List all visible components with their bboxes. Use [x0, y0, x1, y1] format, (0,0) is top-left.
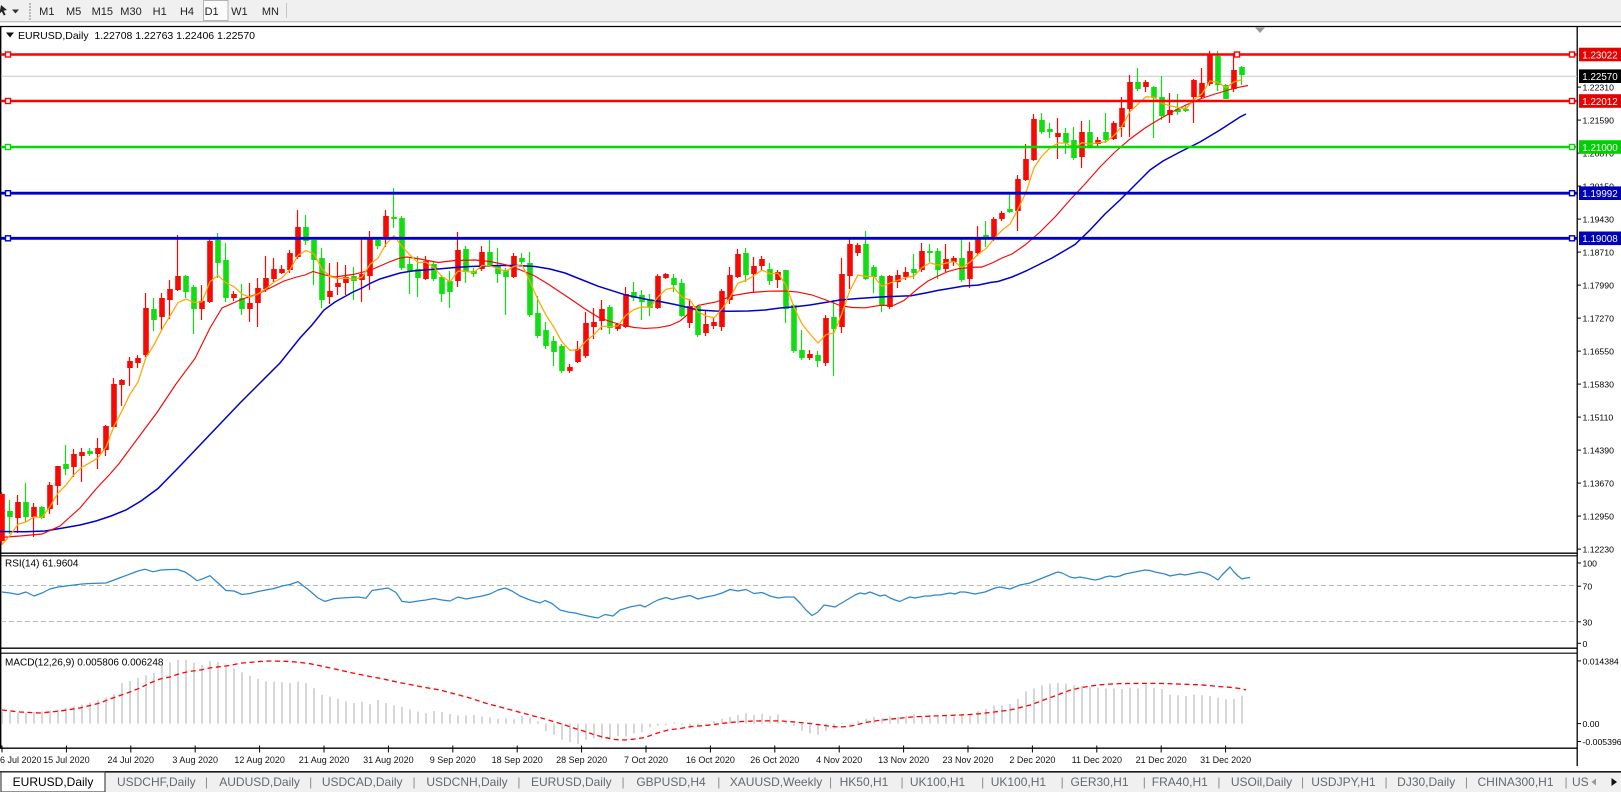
svg-text:|: |	[1217, 775, 1220, 789]
svg-text:W1: W1	[231, 6, 248, 18]
svg-text:31 Dec 2020: 31 Dec 2020	[1200, 755, 1251, 765]
svg-text:9 Sep 2020: 9 Sep 2020	[430, 755, 476, 765]
svg-text:USDCNH,Daily: USDCNH,Daily	[426, 775, 507, 789]
svg-text:AUDUSD,Daily: AUDUSD,Daily	[219, 775, 300, 789]
svg-text:USOil,Daily: USOil,Daily	[1231, 775, 1292, 789]
svg-text:21 Dec 2020: 21 Dec 2020	[1136, 755, 1187, 765]
svg-text:1.23022: 1.23022	[1582, 50, 1617, 61]
svg-text:USDCHF,Daily: USDCHF,Daily	[117, 775, 196, 789]
svg-text:XAUUSD,Weekly: XAUUSD,Weekly	[730, 775, 822, 789]
svg-text:1.17990: 1.17990	[1583, 281, 1615, 291]
svg-text:CHINA300,H1: CHINA300,H1	[1477, 775, 1553, 789]
svg-text:1.18710: 1.18710	[1583, 248, 1615, 258]
svg-text:D1: D1	[205, 6, 219, 18]
svg-text:0: 0	[1583, 639, 1588, 649]
svg-text:1.22310: 1.22310	[1583, 83, 1615, 93]
svg-text:|: |	[1385, 775, 1388, 789]
svg-text:0.00: 0.00	[1583, 719, 1600, 729]
svg-text:15 Jul 2020: 15 Jul 2020	[43, 755, 90, 765]
svg-text:0.014384: 0.014384	[1583, 656, 1619, 666]
svg-text:|: |	[829, 775, 832, 789]
svg-text:1.19008: 1.19008	[1582, 234, 1618, 245]
svg-text:16 Oct 2020: 16 Oct 2020	[686, 755, 735, 765]
svg-text:|: |	[1301, 775, 1304, 789]
svg-text:|: |	[309, 775, 312, 789]
svg-text:RSI(14) 61.9604: RSI(14) 61.9604	[5, 559, 79, 570]
svg-text:1.22012: 1.22012	[1582, 97, 1617, 108]
svg-text:12 Aug 2020: 12 Aug 2020	[234, 755, 285, 765]
svg-text:|: |	[517, 775, 520, 789]
svg-text:|: |	[981, 775, 984, 789]
svg-text:24 Jul 2020: 24 Jul 2020	[108, 755, 155, 765]
svg-text:-0.005396: -0.005396	[1583, 737, 1621, 747]
svg-text:GBPUSD,H4: GBPUSD,H4	[636, 775, 706, 789]
svg-text:7 Oct 2020: 7 Oct 2020	[624, 755, 668, 765]
svg-text:MN: MN	[262, 6, 279, 18]
svg-text:EURUSD,Daily: EURUSD,Daily	[531, 775, 612, 789]
svg-text:UK100,H1: UK100,H1	[991, 775, 1047, 789]
svg-text:USDCAD,Daily: USDCAD,Daily	[322, 775, 403, 789]
svg-text:M15: M15	[92, 6, 113, 18]
svg-text:3 Aug 2020: 3 Aug 2020	[172, 755, 218, 765]
svg-text:1.15110: 1.15110	[1583, 413, 1614, 423]
svg-text:H4: H4	[180, 6, 194, 18]
svg-text:6 Jul 2020: 6 Jul 2020	[0, 755, 42, 765]
svg-text:28 Sep 2020: 28 Sep 2020	[556, 755, 607, 765]
svg-text:1.14390: 1.14390	[1583, 446, 1615, 456]
svg-text:1.16550: 1.16550	[1583, 347, 1615, 357]
svg-text:30: 30	[1583, 617, 1593, 627]
svg-text:|: |	[1061, 775, 1064, 789]
svg-text:1.17270: 1.17270	[1583, 314, 1615, 324]
svg-text:1.21590: 1.21590	[1583, 116, 1615, 126]
svg-text:US: US	[1572, 775, 1589, 789]
svg-text:21 Aug 2020: 21 Aug 2020	[299, 755, 350, 765]
svg-text:13 Nov 2020: 13 Nov 2020	[878, 755, 929, 765]
svg-text:|: |	[412, 775, 415, 789]
svg-text:UK100,H1: UK100,H1	[910, 775, 966, 789]
svg-text:DJ30,Daily: DJ30,Daily	[1397, 775, 1455, 789]
svg-text:1.12950: 1.12950	[1583, 512, 1615, 522]
svg-text:|: |	[622, 775, 625, 789]
svg-text:31 Aug 2020: 31 Aug 2020	[363, 755, 414, 765]
svg-text:MACD(12,26,9) 0.005806 0.00624: MACD(12,26,9) 0.005806 0.006248	[5, 658, 164, 669]
svg-text:|: |	[900, 775, 903, 789]
svg-text:1.13670: 1.13670	[1583, 479, 1615, 489]
svg-text:M30: M30	[120, 6, 141, 18]
svg-text:100: 100	[1583, 559, 1598, 569]
svg-text:2 Dec 2020: 2 Dec 2020	[1009, 755, 1055, 765]
svg-text:M5: M5	[66, 6, 81, 18]
svg-text:1.22570: 1.22570	[1582, 72, 1618, 83]
svg-text:|: |	[1143, 775, 1146, 789]
svg-text:1.21000: 1.21000	[1582, 143, 1618, 154]
svg-text:26 Oct 2020: 26 Oct 2020	[750, 755, 799, 765]
svg-text:|: |	[1564, 775, 1567, 789]
svg-text:|: |	[717, 775, 720, 789]
svg-text:11 Dec 2020: 11 Dec 2020	[1072, 755, 1122, 765]
svg-text:|: |	[1465, 775, 1468, 789]
svg-text:M1: M1	[39, 6, 54, 18]
svg-text:1.12230: 1.12230	[1583, 545, 1615, 555]
svg-text:23 Nov 2020: 23 Nov 2020	[942, 755, 993, 765]
svg-text:|: |	[205, 775, 208, 789]
svg-text:1.19430: 1.19430	[1583, 215, 1615, 225]
svg-text:1.19992: 1.19992	[1582, 189, 1617, 200]
svg-text:HK50,H1: HK50,H1	[840, 775, 889, 789]
svg-text:GER30,H1: GER30,H1	[1070, 775, 1128, 789]
svg-text:EURUSD,Daily 1.22708 1.22763: EURUSD,Daily 1.22708 1.22763 1.22406 1.2…	[18, 30, 255, 42]
svg-text:1.15830: 1.15830	[1583, 380, 1615, 390]
svg-text:18 Sep 2020: 18 Sep 2020	[492, 755, 543, 765]
svg-text:FRA40,H1: FRA40,H1	[1152, 775, 1208, 789]
svg-text:EURUSD,Daily: EURUSD,Daily	[13, 775, 94, 789]
svg-text:USDJPY,H1: USDJPY,H1	[1311, 775, 1376, 789]
svg-text:70: 70	[1583, 582, 1593, 592]
svg-text:4 Nov 2020: 4 Nov 2020	[816, 755, 862, 765]
svg-text:H1: H1	[153, 6, 167, 18]
